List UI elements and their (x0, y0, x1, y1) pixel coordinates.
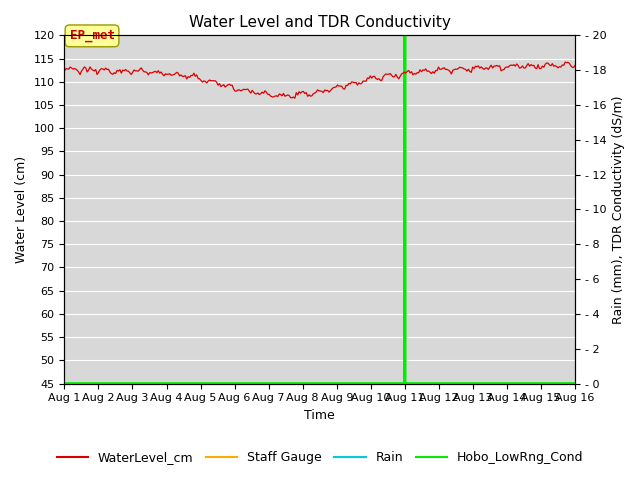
Y-axis label: Water Level (cm): Water Level (cm) (15, 156, 28, 263)
Y-axis label: Rain (mm), TDR Conductivity (dS/m): Rain (mm), TDR Conductivity (dS/m) (612, 95, 625, 324)
Legend: WaterLevel_cm, Staff Gauge, Rain, Hobo_LowRng_Cond: WaterLevel_cm, Staff Gauge, Rain, Hobo_L… (51, 446, 589, 469)
X-axis label: Time: Time (305, 409, 335, 422)
Title: Water Level and TDR Conductivity: Water Level and TDR Conductivity (189, 15, 451, 30)
Text: EP_met: EP_met (70, 29, 115, 42)
